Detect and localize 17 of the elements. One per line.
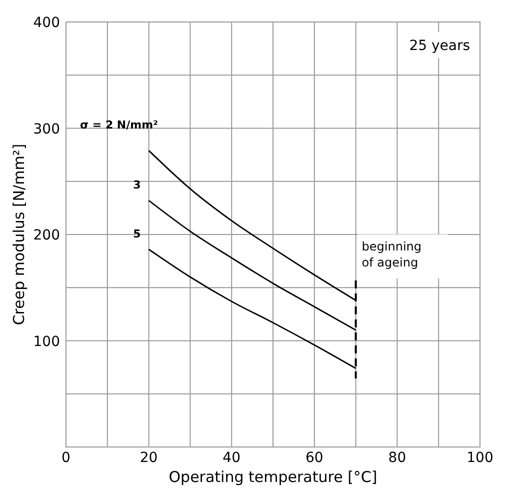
series-label: 5 — [133, 227, 141, 240]
y-tick-label: 200 — [33, 228, 60, 244]
x-tick-label: 20 — [140, 450, 158, 466]
ref-line-label: beginning of ageing — [362, 239, 422, 270]
y-tick-label: 100 — [33, 334, 60, 350]
x-tick-label: 80 — [388, 450, 406, 466]
y-tick-label: 400 — [33, 15, 60, 31]
series-label: 3 — [133, 178, 141, 192]
x-tick-label: 60 — [305, 450, 324, 466]
y-tick-label: 300 — [33, 121, 60, 138]
y-axis-title: Creep modulus [N/mm²] — [10, 144, 28, 326]
series-label: σ = 2 N/mm² — [80, 118, 158, 132]
annotation: 25 years — [409, 38, 470, 54]
x-axis-title: Operating temperature [°C] — [168, 468, 378, 486]
x-tick-label: 40 — [222, 450, 241, 466]
x-tick-label: 100 — [466, 450, 494, 466]
x-tick-label: 0 — [62, 450, 70, 466]
